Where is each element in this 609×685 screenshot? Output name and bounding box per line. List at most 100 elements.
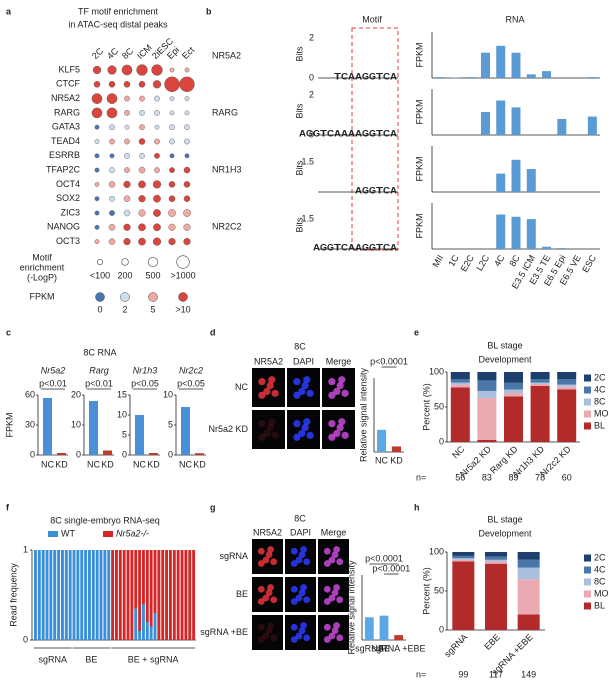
- cell-nucleus: [336, 423, 344, 432]
- bar-segment: [138, 550, 142, 631]
- cell-nucleus: [333, 546, 341, 553]
- logo-letter: A: [348, 71, 356, 81]
- dot: [139, 95, 145, 102]
- bar-segment: [172, 550, 176, 640]
- logo-letter: G: [369, 185, 376, 195]
- cell-nucleus: [267, 584, 275, 591]
- bar-segment: [153, 550, 157, 613]
- dot: [154, 95, 160, 102]
- bar-segment: [134, 550, 138, 609]
- bar-segment: [111, 550, 115, 640]
- y-tick-label: 1.5: [301, 213, 314, 223]
- bar-segment: [192, 550, 196, 640]
- y-tick-label: 0: [439, 624, 444, 634]
- cell-nucleus: [301, 381, 309, 390]
- bar-segment: [153, 613, 157, 640]
- dot: [109, 195, 115, 202]
- cell-nucleus: [293, 391, 301, 399]
- panel-label: g: [210, 502, 216, 512]
- bar-segment: [452, 552, 475, 556]
- axis-label: Percent (%): [421, 383, 431, 431]
- cell-nucleus: [323, 598, 331, 605]
- column-label: 8C: [120, 46, 136, 62]
- cell-nucleus: [270, 596, 278, 604]
- bar-segment: [557, 379, 577, 385]
- dot: [124, 167, 130, 173]
- legend-label: 500: [145, 270, 160, 280]
- row-label: KLF5: [58, 64, 80, 74]
- x-tick-label: sgRNA +EBE: [372, 643, 426, 653]
- channel-label: DAPI: [293, 356, 314, 366]
- column-label: Ect: [180, 44, 197, 61]
- column-label: 2C: [90, 46, 106, 62]
- cell-nucleus: [293, 433, 301, 441]
- cell-nucleus: [333, 387, 341, 396]
- legend-swatch: [584, 410, 591, 418]
- bar-segment: [450, 387, 470, 442]
- bar: [43, 398, 52, 455]
- dot: [183, 223, 191, 231]
- channel-label: NR5A2: [253, 527, 282, 537]
- bar-segment: [450, 372, 470, 379]
- bar: [181, 407, 190, 455]
- logo-letter: T: [376, 128, 384, 138]
- cell-nucleus: [336, 596, 344, 604]
- bar-segment: [530, 382, 550, 384]
- dot: [168, 181, 176, 188]
- dot: [139, 152, 145, 159]
- dot: [154, 110, 160, 116]
- dot: [168, 238, 176, 246]
- cell-nucleus: [298, 387, 306, 396]
- chart-title: 8C RNA: [83, 347, 116, 357]
- dot: [124, 95, 130, 102]
- cell-nucleus: [300, 546, 308, 553]
- dot: [124, 124, 130, 130]
- axis-label: Relative signal intensity: [346, 560, 356, 655]
- dot: [184, 67, 190, 73]
- dot: [153, 194, 161, 203]
- dot: [91, 107, 103, 119]
- channel-label: DAPI: [290, 527, 311, 537]
- x-tick-label: NC: [179, 459, 192, 469]
- legend-label: 0: [97, 304, 102, 314]
- bar-segment: [149, 626, 153, 640]
- dot: [92, 65, 102, 75]
- y-tick-label: 100: [429, 366, 444, 376]
- bar-segment: [161, 550, 165, 640]
- dot: [138, 166, 146, 174]
- y-tick-label: 100: [429, 546, 444, 556]
- y-tick-label: 50: [434, 585, 444, 595]
- axis-label: FPKM: [414, 156, 424, 181]
- bar-segment: [517, 614, 540, 630]
- cell-nucleus: [328, 433, 336, 441]
- legend-label: 4C: [594, 384, 606, 394]
- legend-title: Motif: [32, 252, 52, 262]
- dot: [138, 195, 146, 203]
- bar-segment: [452, 555, 475, 559]
- dot: [109, 153, 115, 159]
- cell-nucleus: [323, 560, 331, 567]
- cell-nucleus: [290, 598, 298, 605]
- x-tick-label: NC: [133, 459, 146, 469]
- motif-name: NR2C2: [212, 221, 242, 231]
- bar: [557, 248, 567, 249]
- dot: [154, 167, 160, 173]
- x-tick-label: ESC: [580, 253, 598, 274]
- cell-nucleus: [268, 376, 276, 384]
- dot: [184, 124, 190, 131]
- dot: [123, 238, 131, 246]
- logo-letter: C: [327, 128, 335, 138]
- legend-dot: [95, 292, 105, 302]
- dot: [169, 124, 175, 131]
- bar: [480, 52, 490, 78]
- dot: [138, 81, 146, 88]
- bar-segment: [41, 550, 45, 640]
- legend-label: Nr5a2-/-: [116, 528, 149, 538]
- legend-label: <100: [90, 270, 110, 280]
- bar: [511, 52, 521, 78]
- dot: [152, 80, 162, 89]
- row-label: ZIC3: [60, 207, 80, 217]
- dot: [121, 64, 133, 76]
- axis-label: Bits: [294, 103, 304, 119]
- channel-label: Merge: [321, 527, 347, 537]
